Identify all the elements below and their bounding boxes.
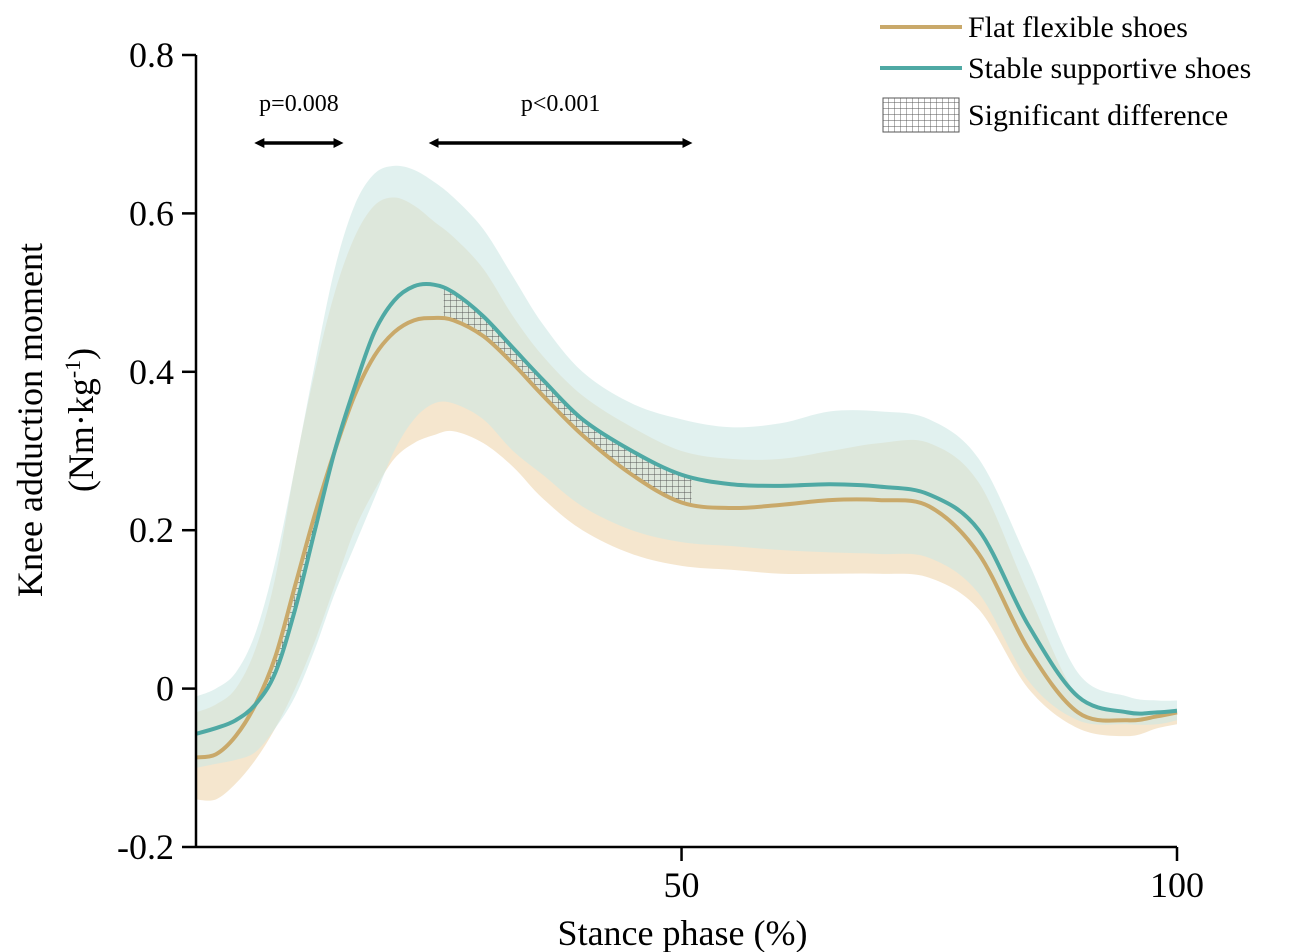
y-axis-title-line2: (Nm·kg-1) bbox=[60, 348, 101, 492]
legend-label-flat: Flat flexible shoes bbox=[968, 11, 1188, 44]
x-axis-title: Stance phase (%) bbox=[558, 913, 808, 952]
y-axis-units-prefix: (Nm·kg bbox=[61, 378, 101, 492]
x-tick-label: 50 bbox=[664, 865, 700, 905]
y-tick-label: 0.8 bbox=[129, 35, 174, 75]
band-stable bbox=[196, 165, 1177, 768]
y-axis-title-line1: Knee adduction moment bbox=[10, 243, 50, 597]
legend-label-hatch: Significant difference bbox=[968, 99, 1228, 132]
y-axis-title-units: (Nm·kg-1) bbox=[60, 348, 101, 492]
y-ticks: -0.2 0 0.2 0.4 0.6 0.8 bbox=[117, 35, 196, 867]
legend-hatch-swatch bbox=[882, 97, 960, 133]
x-tick-label: 100 bbox=[1150, 865, 1204, 905]
x-ticks: 50 100 bbox=[664, 847, 1204, 905]
significance-annotations: p=0.008 p<0.001 bbox=[254, 91, 693, 148]
line-stable bbox=[195, 282, 1178, 736]
series-lines bbox=[195, 282, 1178, 760]
y-tick-label: -0.2 bbox=[117, 827, 174, 867]
y-tick-label: 0 bbox=[156, 669, 174, 709]
line-flat bbox=[195, 315, 1178, 760]
y-axis-units-sup: -1 bbox=[60, 360, 85, 378]
y-axis-title: Knee adduction moment bbox=[10, 243, 50, 597]
legend-label-stable: Stable supportive shoes bbox=[968, 52, 1251, 85]
significance-label: p=0.008 bbox=[259, 91, 339, 117]
significance-label: p<0.001 bbox=[521, 91, 601, 117]
y-tick-label: 0.4 bbox=[129, 352, 174, 392]
legend: Flat flexible shoes Stable supportive sh… bbox=[880, 11, 1251, 133]
y-tick-label: 0.6 bbox=[129, 193, 174, 233]
y-axis-units-suffix: ) bbox=[61, 348, 101, 360]
y-tick-label: 0.2 bbox=[129, 510, 174, 550]
